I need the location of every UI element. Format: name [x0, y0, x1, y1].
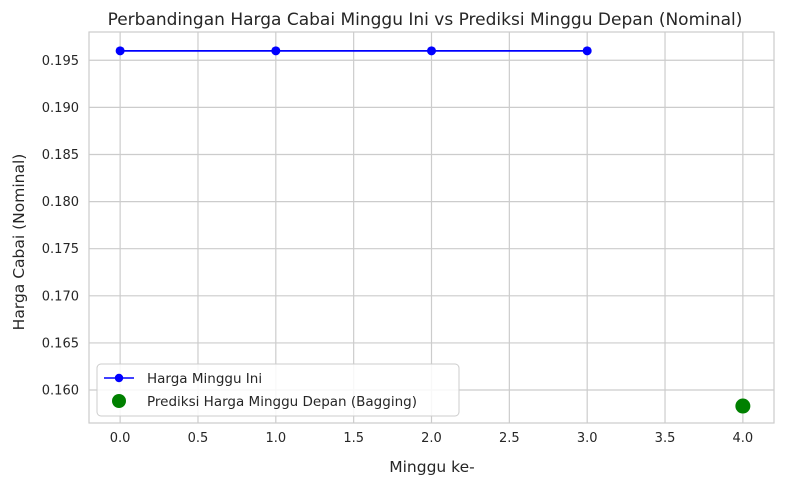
data-point-harga-minggu-ini — [582, 46, 592, 56]
data-point-harga-minggu-ini — [271, 46, 281, 56]
x-tick-label: 2.0 — [421, 431, 442, 446]
legend-label-harga-minggu-ini: Harga Minggu Ini — [147, 371, 262, 387]
legend: Harga Minggu Ini Prediksi Harga Minggu D… — [96, 363, 460, 417]
plot-frame — [88, 31, 775, 424]
x-tick-label: 0.5 — [188, 431, 209, 446]
y-tick-labels: 0.160 0.165 0.170 0.175 0.180 0.185 0.190 0.195 — [42, 54, 79, 399]
y-tick-label: 0.175 — [42, 242, 79, 257]
x-tick-label: 0.0 — [110, 431, 131, 446]
y-tick-label: 0.190 — [42, 101, 79, 116]
legend-label-prediksi: Prediksi Harga Minggu Depan (Bagging) — [147, 394, 417, 410]
legend-box — [96, 363, 460, 417]
y-tick-label: 0.185 — [42, 148, 79, 163]
chart-title: Perbandingan Harga Cabai Minggu Ini vs P… — [108, 10, 743, 30]
legend-marker-harga-minggu-ini — [114, 373, 124, 383]
legend-marker-prediksi — [112, 394, 126, 408]
x-axis-label: Minggu ke- — [389, 458, 475, 476]
x-tick-label: 4.0 — [733, 431, 754, 446]
x-tick-labels: 0.0 0.5 1.0 1.5 2.0 2.5 3.0 3.5 4.0 — [110, 431, 753, 446]
data-point-harga-minggu-ini — [115, 46, 125, 56]
x-tick-label: 1.5 — [343, 431, 364, 446]
x-tick-label: 2.5 — [499, 431, 520, 446]
data-point-harga-minggu-ini — [427, 46, 436, 56]
chart-grid — [89, 32, 774, 423]
y-tick-label: 0.195 — [42, 54, 79, 69]
y-tick-label: 0.180 — [42, 195, 79, 210]
x-tick-label: 3.0 — [577, 431, 598, 446]
data-point-prediksi — [735, 398, 751, 414]
y-tick-label: 0.160 — [42, 384, 79, 399]
y-tick-label: 0.165 — [42, 336, 79, 351]
y-axis-label: Harga Cabai (Nominal) — [10, 154, 28, 331]
x-tick-label: 3.5 — [655, 431, 676, 446]
series-layer — [115, 46, 751, 414]
y-tick-label: 0.170 — [42, 289, 79, 304]
x-tick-label: 1.0 — [265, 431, 286, 446]
